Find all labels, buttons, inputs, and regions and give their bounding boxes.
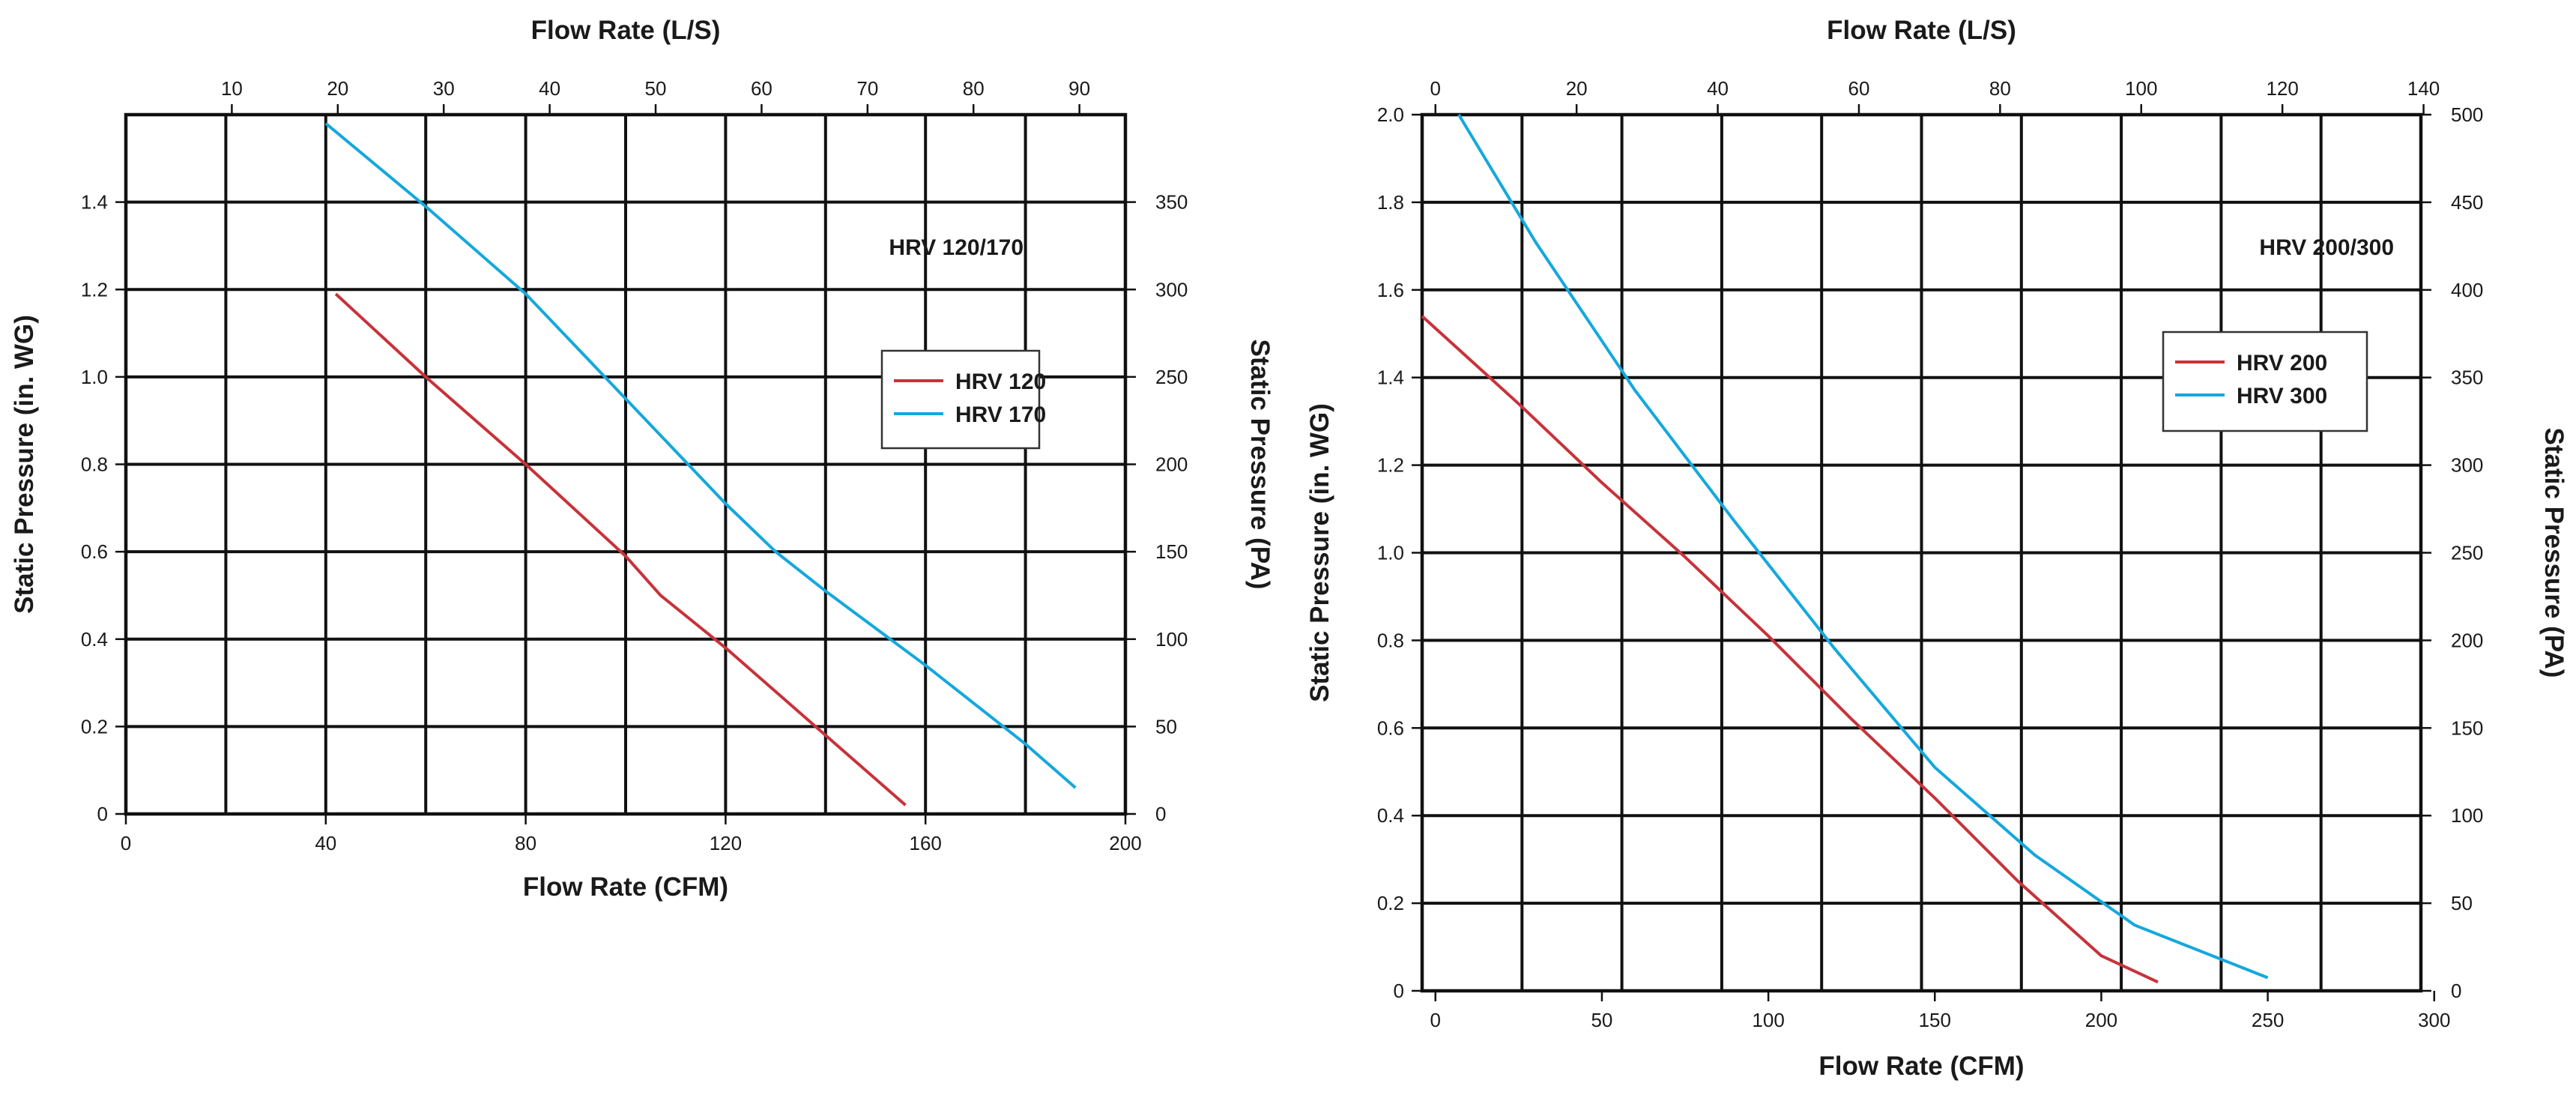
y2-tick-label: 250	[2451, 542, 2483, 564]
y2-tick-label: 300	[2451, 454, 2483, 477]
y-tick-label: 0.4	[81, 628, 108, 651]
y2-tick-label: 150	[2451, 717, 2483, 739]
y2-tick-label: 350	[1155, 191, 1188, 214]
y-tick-label: 0.2	[1377, 892, 1404, 914]
x2-tick-label: 30	[433, 77, 455, 100]
x2-tick-label: 90	[1068, 77, 1090, 100]
x2-tick-label: 40	[539, 77, 560, 100]
y-tick-label: 0.8	[1377, 629, 1404, 651]
y-tick-label: 1.4	[81, 191, 108, 214]
y2-tick-label: 100	[1155, 628, 1188, 651]
chart-tag: HRV 200/300	[2259, 235, 2394, 260]
y-tick-label: 0.8	[81, 453, 108, 476]
y-tick-label: 1.0	[1377, 542, 1404, 564]
series-line-hrv-300	[1457, 113, 2269, 980]
y2-tick-label: 400	[2451, 279, 2483, 301]
y2-axis-title: Static Pressure (PA)	[1245, 340, 1275, 590]
x-tick-label: 0	[121, 832, 131, 854]
legend-label: HRV 120	[955, 370, 1046, 394]
x-tick-label: 100	[1752, 1009, 1784, 1031]
x2-tick-label: 120	[2266, 77, 2298, 100]
y-tick-label: 0.6	[81, 540, 108, 563]
x-tick-label: 160	[910, 832, 942, 854]
y2-tick-label: 200	[1155, 453, 1188, 476]
series-line-hrv-120	[334, 292, 907, 806]
x2-tick-label: 0	[1430, 77, 1441, 100]
legend-box	[2162, 331, 2368, 432]
y-axis-title: Static Pressure (in. WG)	[1305, 403, 1334, 702]
y2-tick-label: 450	[2451, 191, 2483, 214]
y2-tick-label: 100	[2451, 804, 2483, 827]
y-tick-label: 1.2	[1377, 454, 1404, 477]
x2-tick-label: 70	[856, 77, 878, 100]
y-tick-label: 1.0	[81, 366, 108, 388]
legend-box	[880, 349, 1041, 450]
x-tick-label: 120	[710, 832, 742, 854]
y2-tick-label: 0	[2451, 980, 2461, 1002]
x2-axis-title: Flow Rate (L/S)	[531, 16, 721, 45]
x-tick-label: 250	[2252, 1009, 2284, 1031]
x-axis-title: Flow Rate (CFM)	[523, 872, 728, 902]
y-tick-label: 1.8	[1377, 191, 1404, 214]
x2-axis-title: Flow Rate (L/S)	[1827, 16, 2016, 45]
y-axis-title: Static Pressure (in. WG)	[10, 315, 39, 614]
x2-tick-label: 10	[221, 77, 243, 100]
y2-axis-title: Static Pressure (PA)	[2539, 428, 2569, 678]
x2-tick-label: 140	[2407, 77, 2440, 100]
series-line-hrv-200	[1421, 315, 2159, 984]
x-tick-label: 200	[2085, 1009, 2117, 1031]
y-tick-label: 0.4	[1377, 804, 1404, 827]
x-tick-label: 300	[2418, 1009, 2450, 1031]
x2-tick-label: 80	[1989, 77, 2011, 100]
y2-tick-label: 350	[2451, 367, 2483, 389]
series-line-hrv-170	[324, 122, 1077, 789]
y2-tick-label: 200	[2451, 629, 2483, 651]
chart-left: 0 40 80 120 160 200 10 20 30 40 50 60 70 80 90 0 0.2 0.4 0…	[10, 16, 1275, 902]
x-tick-label: 50	[1591, 1009, 1612, 1031]
x-tick-label: 150	[1919, 1009, 1951, 1031]
y-tick-label: 0	[1394, 980, 1404, 1002]
x-axis-title: Flow Rate (CFM)	[1818, 1052, 2024, 1081]
x-tick-label: 40	[315, 832, 336, 854]
y-tick-label: 0.6	[1377, 717, 1404, 739]
legend-label: HRV 200	[2237, 351, 2327, 375]
y-tick-label: 1.4	[1377, 367, 1404, 389]
x2-tick-label: 40	[1707, 77, 1729, 100]
x2-tick-label: 60	[1848, 77, 1870, 100]
y-tick-label: 1.6	[1377, 279, 1404, 301]
x2-tick-label: 20	[1566, 77, 1588, 100]
y-tick-label: 1.2	[81, 278, 108, 301]
y2-tick-label: 150	[1155, 540, 1188, 563]
y-tick-label: 0	[97, 803, 108, 825]
y2-tick-label: 50	[2451, 892, 2473, 914]
y-tick-label: 0.2	[81, 715, 108, 738]
x2-tick-label: 60	[751, 77, 773, 100]
x2-tick-label: 50	[645, 77, 667, 100]
y2-tick-label: 300	[1155, 278, 1188, 301]
x2-tick-label: 80	[963, 77, 985, 100]
x2-tick-label: 100	[2125, 77, 2157, 100]
legend-label: HRV 300	[2237, 384, 2327, 408]
y2-tick-label: 500	[2451, 103, 2483, 126]
chart-tag: HRV 120/170	[889, 235, 1024, 260]
y2-tick-label: 0	[1155, 803, 1166, 825]
x-tick-label: 200	[1109, 832, 1141, 854]
y2-tick-label: 50	[1155, 715, 1177, 738]
x-tick-label: 80	[515, 832, 536, 854]
x2-tick-label: 20	[327, 77, 348, 100]
legend-label: HRV 170	[955, 402, 1046, 427]
x-tick-label: 0	[1430, 1009, 1441, 1031]
y-tick-label: 2.0	[1377, 103, 1404, 126]
y2-tick-label: 250	[1155, 366, 1188, 388]
